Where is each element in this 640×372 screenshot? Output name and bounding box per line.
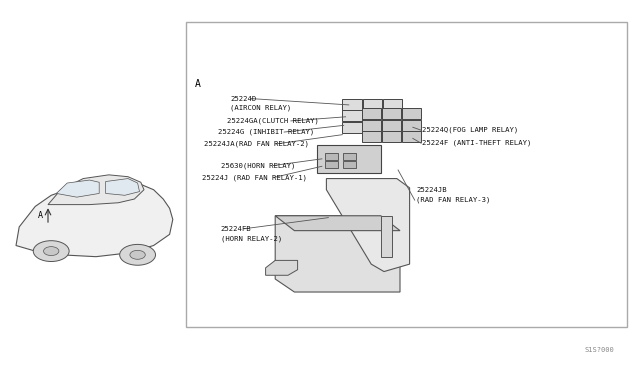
Text: 25224D: 25224D bbox=[230, 96, 257, 102]
Text: 25224F (ANTI-THEFT RELAY): 25224F (ANTI-THEFT RELAY) bbox=[422, 140, 532, 147]
Bar bbox=[383, 122, 402, 133]
Circle shape bbox=[130, 250, 145, 259]
Text: A: A bbox=[195, 79, 201, 89]
Bar bbox=[362, 120, 381, 131]
Polygon shape bbox=[326, 179, 410, 272]
Bar bbox=[383, 99, 402, 110]
Circle shape bbox=[33, 241, 69, 262]
Bar bbox=[383, 110, 402, 122]
FancyBboxPatch shape bbox=[317, 145, 381, 173]
Polygon shape bbox=[16, 180, 173, 257]
Circle shape bbox=[44, 247, 59, 256]
Text: S1S?000: S1S?000 bbox=[585, 347, 614, 353]
Text: 25224G (INHIBIT RELAY): 25224G (INHIBIT RELAY) bbox=[218, 129, 314, 135]
Bar bbox=[342, 122, 362, 133]
Bar bbox=[362, 122, 381, 133]
Bar bbox=[362, 110, 381, 122]
Bar bbox=[342, 99, 362, 110]
Text: 25224GA(CLUTCH RELAY): 25224GA(CLUTCH RELAY) bbox=[227, 118, 319, 124]
Text: 25224J (RAD FAN RELAY-1): 25224J (RAD FAN RELAY-1) bbox=[202, 174, 307, 181]
Bar bbox=[325, 161, 338, 168]
Bar bbox=[342, 110, 362, 122]
Polygon shape bbox=[48, 175, 144, 205]
Bar bbox=[381, 108, 401, 119]
Text: 25224JB: 25224JB bbox=[416, 187, 447, 193]
Bar bbox=[362, 108, 381, 119]
Bar bbox=[381, 131, 401, 142]
Text: 25224FB: 25224FB bbox=[221, 226, 252, 232]
Bar bbox=[362, 131, 381, 142]
Bar bbox=[402, 108, 421, 119]
Polygon shape bbox=[266, 260, 298, 275]
Bar bbox=[343, 153, 356, 160]
Text: (RAD FAN RELAY-3): (RAD FAN RELAY-3) bbox=[416, 197, 490, 203]
Bar bbox=[381, 120, 401, 131]
Bar bbox=[343, 161, 356, 168]
Polygon shape bbox=[275, 216, 400, 231]
Bar bbox=[402, 131, 421, 142]
Text: 25630(HORN RELAY): 25630(HORN RELAY) bbox=[221, 162, 295, 169]
Bar bbox=[381, 216, 392, 257]
Polygon shape bbox=[106, 179, 140, 195]
Polygon shape bbox=[56, 180, 99, 197]
Text: (AIRCON RELAY): (AIRCON RELAY) bbox=[230, 105, 292, 111]
Text: A: A bbox=[38, 211, 43, 220]
Bar bbox=[186, 22, 627, 327]
Text: (HORN RELAY-2): (HORN RELAY-2) bbox=[221, 235, 282, 242]
Circle shape bbox=[120, 244, 156, 265]
Bar bbox=[362, 99, 381, 110]
Polygon shape bbox=[275, 216, 400, 292]
Text: 25224JA(RAD FAN RELAY-2): 25224JA(RAD FAN RELAY-2) bbox=[204, 141, 308, 147]
Bar bbox=[325, 153, 338, 160]
Text: 25224Q(FOG LAMP RELAY): 25224Q(FOG LAMP RELAY) bbox=[422, 127, 518, 134]
Bar bbox=[402, 120, 421, 131]
